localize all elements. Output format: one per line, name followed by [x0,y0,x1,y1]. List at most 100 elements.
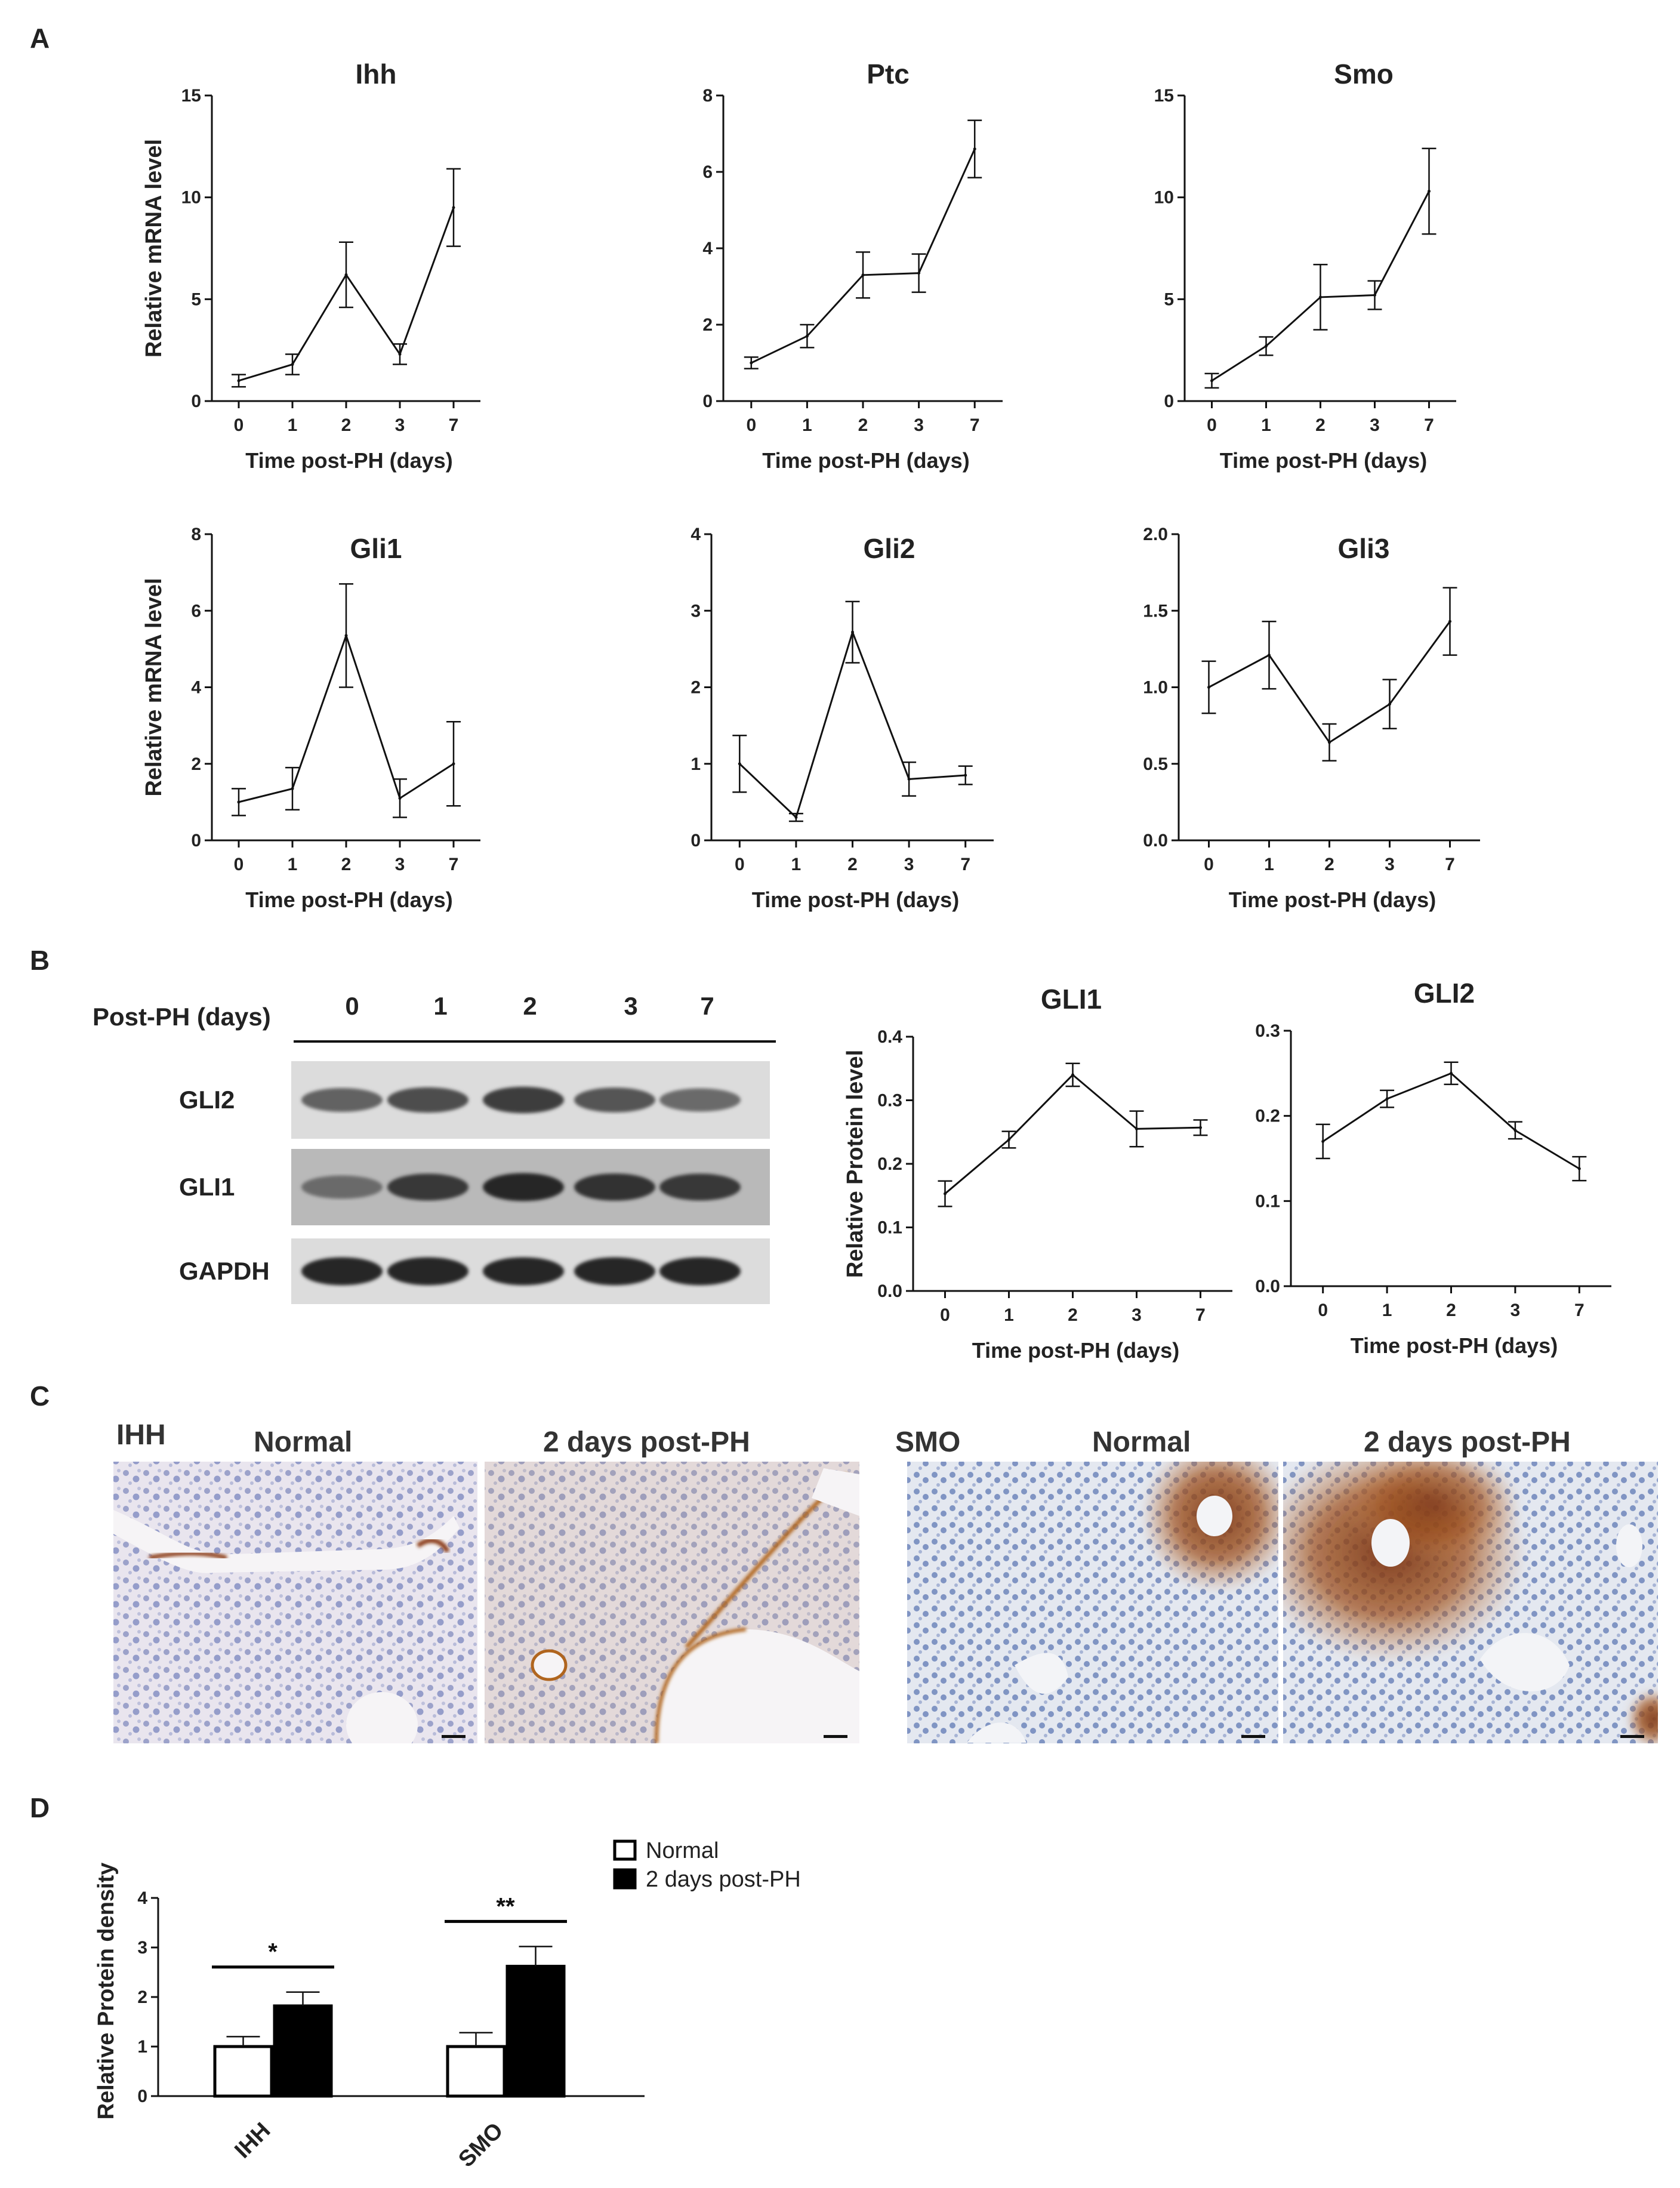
y-tick-label: 1 [691,754,701,774]
data-point [1319,295,1322,299]
data-point [1450,1071,1453,1075]
data-point [1328,741,1331,744]
blot-band [659,1257,741,1286]
y-tick-label: 3 [691,601,701,621]
smo-normal-label: Normal [1092,1426,1191,1458]
x-tick-label: 1 [288,415,298,435]
series-line [1322,1072,1580,1170]
y-tick-label: 0.5 [1143,754,1168,774]
x-category-label: SMO [454,2118,508,2172]
blot-band [483,1257,564,1286]
chart-smo: Smo 0 5 10 15 0 1 2 3 7 Time post-PH (days) [1154,58,1456,473]
x-tick-label: 2 [847,855,858,874]
significance-marker: * [268,1939,278,1965]
data-point [344,273,348,276]
western-blot: Post-PH (days) 0 1 2 3 7 GLI2 GLI1 GAPDH [93,992,776,1304]
x-axis-label: Time post-PH (days) [245,887,452,912]
smo-label: SMO [895,1426,960,1458]
data-point [738,762,741,766]
blot-row-label: GAPDH [179,1257,270,1285]
y-tick-label: 2 [191,754,201,774]
y-tick-label: 0.3 [877,1091,902,1111]
y-tick-label: 0.0 [877,1281,902,1301]
blot-band [387,1173,468,1201]
data-point [398,796,402,800]
x-tick-label: 7 [1574,1301,1585,1320]
x-tick-label: 2 [858,415,868,435]
legend-swatch [613,1868,637,1890]
blot-band [483,1173,564,1201]
y-axis-label: Relative Protein level [843,1050,868,1278]
chart-title: Smo [1334,58,1394,90]
y-tick-label: 1.0 [1143,678,1168,698]
y-axis-label: Relative Protein density [94,1863,119,2120]
blot-band [301,1175,383,1199]
x-tick-label: 0 [735,855,745,874]
x-tick-label: 0 [1318,1301,1328,1320]
panel-letter-b: B [30,945,50,976]
data-point [452,762,455,766]
y-tick-label: 1 [137,2037,147,2057]
x-tick-label: 0 [234,415,244,435]
micrograph-smo-normal [907,1462,1278,1743]
x-axis-label: Time post-PH (days) [752,887,959,912]
y-tick-label: 4 [702,239,713,258]
data-point [1265,344,1268,348]
data-point [1071,1073,1074,1077]
data-point [851,630,854,634]
data-point [1135,1127,1138,1130]
y-tick-label: 0 [702,392,713,411]
data-point [1321,1139,1325,1143]
bar [213,2045,273,2098]
error-bar [459,2032,493,2047]
scale-bar [1620,1735,1644,1738]
y-tick-label: 2 [137,1987,147,2007]
x-tick-label: 1 [1004,1305,1014,1325]
micrograph-smo-post [1283,1462,1658,1743]
x-tick-label: 3 [395,855,405,874]
data-point [1207,686,1210,689]
x-tick-label: 7 [449,415,459,435]
x-tick-label: 7 [449,855,459,874]
chart-title: Gli3 [1338,533,1390,564]
x-axis-label: Time post-PH (days) [972,1338,1179,1363]
x-tick-label: 0 [746,415,756,435]
y-tick-label: 5 [191,289,201,309]
x-axis-label: Time post-PH (days) [1351,1333,1558,1358]
data-point [917,272,921,275]
blot-lane-label: 0 [345,992,359,1020]
x-tick-label: 0 [234,855,244,874]
chart-title: GLI2 [1414,978,1475,1009]
chart-gli3: Gli3 0.0 0.5 1.0 1.5 2.0 0 1 2 3 7 Time post-PH (da… [1143,525,1480,912]
data-point [1373,294,1376,297]
x-tick-label: 1 [1264,855,1274,874]
legend-entry: Normal [646,1838,719,1863]
y-tick-label: 2.0 [1143,525,1168,544]
chart-title: Ptc [867,58,910,90]
chart-gli1-protein: GLI1 0.0 0.1 0.2 0.3 0.4 0 1 2 3 7 Time post-PH (da… [843,984,1232,1363]
y-tick-label: 4 [191,678,201,698]
chart-title: GLI1 [1041,984,1102,1015]
data-point [1428,189,1431,193]
x-tick-label: 0 [1207,415,1217,435]
micrograph-panel: IHH Normal 2 days post-PH SMO Normal 2 d… [113,1419,1658,1743]
x-axis-label: Time post-PH (days) [245,448,452,473]
y-tick-label: 0.3 [1255,1021,1280,1041]
scale-bar [442,1735,466,1738]
y-tick-label: 2 [691,678,701,698]
data-point [1268,654,1271,657]
y-tick-label: 10 [181,188,201,208]
error-bar [226,2036,260,2047]
blot-band [483,1086,564,1114]
blot-row-label: GLI2 [179,1086,235,1114]
legend-entry: 2 days post-PH [646,1867,801,1892]
data-point [291,363,294,366]
x-tick-label: 1 [1382,1301,1392,1320]
data-point [452,206,455,209]
data-point [1007,1138,1010,1142]
bar [446,2045,506,2098]
error-bar [286,1991,320,2006]
data-point [1385,1097,1389,1101]
